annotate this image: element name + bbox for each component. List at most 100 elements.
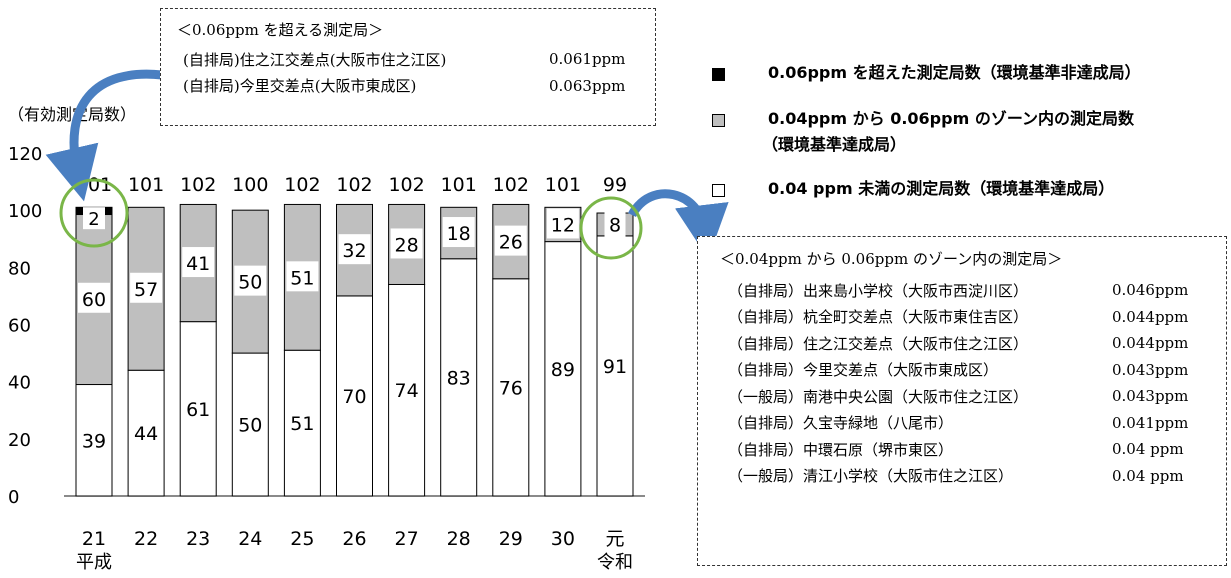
x-tick-label: 25 [290,528,314,550]
y-tick-label: 120 [8,144,42,165]
data-label: 32 [342,240,366,262]
data-label-box [338,234,371,265]
station-value: 0.061ppm [549,50,626,69]
x-tick-label: 26 [342,528,366,550]
station-value: 0.043ppm [1112,360,1189,379]
data-label: 26 [499,232,523,254]
legend-swatch-gray [712,114,725,127]
station-name: (自排局)住之江交差点(大阪市住之江区) [183,50,447,69]
x-tick-sublabel: 平成 [76,552,112,573]
x-tick-label: 元 [605,528,624,550]
station-value: 0.04 ppm [1112,440,1184,459]
x-tick-label: 22 [134,528,158,550]
legend-swatch-black [712,68,725,81]
data-label: 91 [603,356,627,378]
bar-segment [440,258,478,497]
data-label: 57 [134,279,158,301]
data-label: 39 [82,430,106,452]
data-label-box [130,272,163,303]
table-row: （自排局）中環石原（堺市東区） 0.04 ppm [728,436,1188,463]
data-label: 83 [447,367,471,389]
data-label: 18 [447,223,471,245]
legend-label-line2: （環境基準達成局） [762,135,907,154]
data-label: 61 [186,399,210,421]
total-label: 102 [388,174,424,196]
y-tick-label: 100 [8,201,42,222]
total-label: 101 [128,174,164,196]
y-tick-label: 60 [8,316,31,337]
station-name: （自排局）今里交差点（大阪市東成区） [728,361,999,380]
callout-over-title: ＜0.06ppm を超える測定局＞ [177,21,384,39]
station-name: （自排局）久宝寺緑地（八尾市） [728,414,954,433]
station-name: （自排局）杭全町交差点（大阪市東住吉区） [728,308,1029,327]
callout-over-0-06ppm: ＜0.06ppm を超える測定局＞ (自排局)住之江交差点(大阪市住之江区) 0… [160,8,656,126]
callout-zone-table: （自排局）出来島小学校（大阪市西淀川区） 0.046ppm （自排局）杭全町交差点… [728,277,1188,489]
data-label-box [182,247,215,278]
table-row: （自排局）住之江交差点（大阪市住之江区） 0.044ppm [728,330,1188,357]
total-label: 101 [545,174,581,196]
x-tick-label: 24 [238,528,262,550]
x-tick-sublabel: 令和 [597,552,633,573]
data-label: 89 [551,359,575,381]
highlight-circle-21 [59,178,129,248]
bar-segment [283,349,321,497]
data-label-box [442,217,475,248]
table-row: （一般局）南港中央公園（大阪市住之江区） 0.043ppm [728,383,1188,410]
table-row: (自排局)今里交差点(大阪市東成区) 0.063ppm [183,73,625,100]
y-tick-label: 0 [8,487,19,508]
legend-swatch-white [712,184,725,197]
total-label: 101 [76,174,112,196]
x-tick-label: 21 [82,528,106,550]
total-label: 102 [336,174,372,196]
bar-segment [492,278,530,497]
bar-segment-over [76,207,83,216]
data-label: 70 [342,386,366,408]
data-label: 60 [82,289,106,311]
legend-label: 0.04 ppm 未満の測定局数（環境基準達成局） [768,179,1115,198]
bar-segment [127,369,165,497]
table-row: （自排局）久宝寺緑地（八尾市） 0.041ppm [728,410,1188,437]
callout-over-table: (自排局)住之江交差点(大阪市住之江区) 0.061ppm (自排局)今里交差点… [183,46,625,99]
connector-arrow-right [628,189,729,259]
total-label: 102 [180,174,216,196]
x-tick-label: 27 [395,528,419,550]
x-tick-label: 23 [186,528,210,550]
data-label: 50 [238,272,262,294]
value-labels: 39 60 2 101 44 57 101 61 41 102 50 50 100 51 51 102 70 32… [76,174,627,452]
total-label: 99 [603,174,627,196]
table-row: （一般局）清江小学校（大阪市住之江区） 0.04 ppm [728,463,1188,490]
data-label-box [83,207,105,230]
highlight-circle-reiwa [579,196,643,260]
station-name: （自排局）出来島小学校（大阪市西淀川区） [728,281,1029,300]
y-tick-label: 20 [8,430,31,451]
data-label: 8 [609,214,621,236]
bar-segment [336,295,373,497]
table-row: （自排局）出来島小学校（大阪市西淀川区） 0.046ppm [728,277,1188,304]
station-value: 0.046ppm [1112,281,1189,300]
data-label: 2 [88,209,99,230]
data-label: 51 [290,267,314,289]
data-label-box [286,261,319,292]
station-name: （一般局）南港中央公園（大阪市住之江区） [728,387,1029,406]
highlight-circles [59,178,643,260]
bar-segment [544,241,582,497]
bar-segment [596,235,634,497]
station-value: 0.063ppm [549,76,626,95]
station-name: （自排局）住之江交差点（大阪市住之江区） [728,334,1029,353]
station-name: (自排局)今里交差点(大阪市東成区) [183,77,417,96]
data-label: 41 [186,253,210,275]
x-tick-label: 30 [551,528,575,550]
data-label: 12 [551,214,575,236]
data-label-box [78,282,110,313]
station-name: （自排局）中環石原（堺市東区） [728,440,954,459]
callout-zone-0-04-0-06ppm: ＜0.04ppm から 0.06ppm のゾーン内の測定局＞ （自排局）出来島小… [697,236,1227,566]
total-label: 102 [284,174,320,196]
station-value: 0.043ppm [1112,387,1189,406]
table-row: （自排局）今里交差点（大阪市東成区） 0.043ppm [728,357,1188,384]
y-tick-label: 40 [8,373,31,394]
y-tick-label: 80 [8,258,31,279]
legend-label: 0.06ppm を超えた測定局数（環境基準非達成局） [768,63,1141,82]
data-label-box [390,228,423,259]
